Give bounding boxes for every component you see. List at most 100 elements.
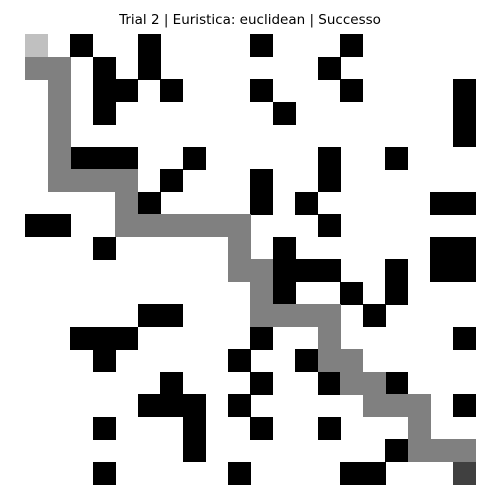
obstacle-cell	[70, 146, 93, 170]
obstacle-cell	[47, 214, 71, 237]
obstacle-cell	[137, 34, 161, 57]
obstacle-cell	[250, 371, 273, 395]
obstacle-cell	[92, 146, 116, 170]
obstacle-cell	[160, 304, 183, 327]
obstacle-cell	[385, 439, 408, 462]
path-cell	[47, 169, 71, 192]
obstacle-cell	[452, 124, 476, 147]
obstacle-cell	[227, 461, 251, 485]
obstacle-cell	[317, 259, 341, 282]
path-cell	[47, 146, 71, 170]
obstacle-cell	[340, 34, 363, 57]
path-cell	[407, 416, 431, 440]
obstacle-cell	[92, 349, 116, 372]
path-cell	[340, 349, 363, 372]
path-cell	[47, 56, 71, 80]
obstacle-cell	[250, 34, 273, 57]
obstacle-cell	[250, 416, 273, 440]
start-cell	[25, 34, 48, 57]
obstacle-cell	[452, 101, 476, 125]
obstacle-cell	[182, 439, 206, 462]
plot-title: Trial 2 | Euristica: euclidean | Success…	[119, 12, 381, 28]
obstacle-cell	[137, 304, 161, 327]
obstacle-cell	[385, 146, 408, 170]
obstacle-cell	[317, 416, 341, 440]
path-cell	[317, 326, 341, 350]
maze-grid	[25, 34, 476, 485]
path-cell	[250, 304, 273, 327]
obstacle-cell	[430, 259, 453, 282]
path-cell	[227, 259, 251, 282]
obstacle-cell	[250, 79, 273, 102]
obstacle-cell	[115, 79, 138, 102]
obstacle-cell	[340, 461, 363, 485]
obstacle-cell	[70, 34, 93, 57]
path-cell	[182, 214, 206, 237]
obstacle-cell	[182, 394, 206, 417]
obstacle-cell	[452, 191, 476, 215]
obstacle-cell	[160, 394, 183, 417]
path-cell	[452, 439, 476, 462]
obstacle-cell	[92, 461, 116, 485]
obstacle-cell	[92, 416, 116, 440]
obstacle-cell	[430, 191, 453, 215]
obstacle-cell	[160, 169, 183, 192]
path-cell	[430, 439, 453, 462]
path-cell	[407, 394, 431, 417]
obstacle-cell	[272, 236, 296, 260]
path-cell	[407, 439, 431, 462]
obstacle-cell	[115, 146, 138, 170]
path-cell	[160, 214, 183, 237]
obstacle-cell	[137, 394, 161, 417]
path-cell	[47, 79, 71, 102]
obstacle-cell	[430, 236, 453, 260]
obstacle-cell	[452, 394, 476, 417]
path-cell	[205, 214, 228, 237]
obstacle-cell	[452, 236, 476, 260]
obstacle-cell	[295, 259, 318, 282]
path-cell	[317, 304, 341, 327]
obstacle-cell	[115, 326, 138, 350]
path-cell	[92, 169, 116, 192]
obstacle-cell	[137, 56, 161, 80]
obstacle-cell	[317, 169, 341, 192]
path-cell	[70, 169, 93, 192]
obstacle-cell	[160, 371, 183, 395]
obstacle-cell	[137, 191, 161, 215]
obstacle-cell	[362, 461, 386, 485]
obstacle-cell	[272, 259, 296, 282]
obstacle-cell	[340, 79, 363, 102]
path-cell	[47, 101, 71, 125]
obstacle-cell	[272, 101, 296, 125]
obstacle-cell	[385, 281, 408, 305]
obstacle-cell	[182, 146, 206, 170]
path-cell	[385, 394, 408, 417]
path-cell	[250, 259, 273, 282]
obstacle-cell	[317, 214, 341, 237]
obstacle-cell	[295, 191, 318, 215]
obstacle-cell	[452, 326, 476, 350]
path-cell	[295, 304, 318, 327]
obstacle-cell	[92, 56, 116, 80]
path-cell	[362, 371, 386, 395]
obstacle-cell	[160, 79, 183, 102]
obstacle-cell	[70, 326, 93, 350]
obstacle-cell	[227, 349, 251, 372]
obstacle-cell	[92, 326, 116, 350]
obstacle-cell	[250, 169, 273, 192]
obstacle-cell	[340, 281, 363, 305]
obstacle-cell	[92, 236, 116, 260]
obstacle-cell	[25, 214, 48, 237]
path-cell	[227, 214, 251, 237]
obstacle-cell	[317, 56, 341, 80]
obstacle-cell	[385, 371, 408, 395]
path-cell	[340, 371, 363, 395]
obstacle-cell	[317, 146, 341, 170]
obstacle-cell	[362, 304, 386, 327]
obstacle-cell	[227, 394, 251, 417]
obstacle-cell	[385, 259, 408, 282]
obstacle-cell	[182, 416, 206, 440]
obstacle-cell	[250, 326, 273, 350]
obstacle-cell	[452, 79, 476, 102]
obstacle-cell	[452, 259, 476, 282]
